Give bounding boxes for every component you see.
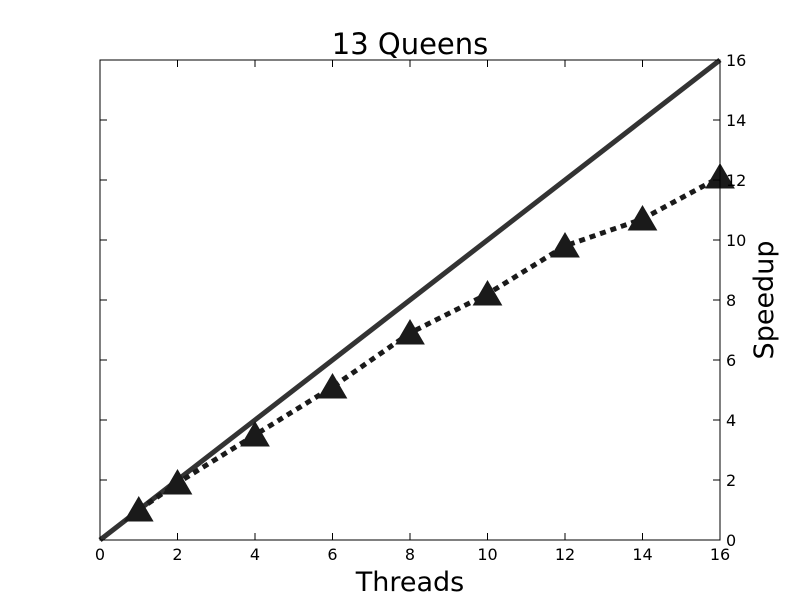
y-tick-label: 6: [726, 351, 736, 370]
y-tick-label: 8: [726, 291, 736, 310]
x-axis-ticks: 0 2 4 6 8 10 12 14 16: [95, 60, 730, 564]
data-point-marker: [317, 373, 348, 399]
x-tick-label: 6: [327, 545, 337, 564]
y-axis-ticks: 0 2 4 6 8 10 12 14 16: [100, 51, 746, 550]
y-tick-label: 4: [726, 411, 736, 430]
data-point-marker: [162, 469, 193, 495]
y-axis-label: Speedup: [749, 241, 780, 360]
y-tick-label: 16: [726, 51, 746, 70]
chart-title: 13 Queens: [332, 27, 489, 61]
y-tick-label: 0: [726, 531, 736, 550]
ideal-speedup-line: [98, 58, 722, 542]
x-tick-label: 12: [555, 545, 575, 564]
x-tick-label: 8: [405, 545, 415, 564]
data-point-marker: [123, 496, 154, 522]
y-tick-label: 14: [726, 111, 746, 130]
x-tick-label: 16: [710, 545, 730, 564]
plot-area: [98, 58, 735, 542]
x-axis-label: Threads: [355, 567, 464, 598]
x-tick-label: 4: [250, 545, 260, 564]
data-point-marker: [472, 280, 503, 306]
x-tick-label: 0: [95, 545, 105, 564]
y-tick-label: 2: [726, 471, 736, 490]
data-point-marker: [395, 319, 425, 345]
y-tick-label: 12: [726, 171, 746, 190]
x-tick-label: 10: [477, 545, 497, 564]
x-tick-label: 2: [172, 545, 182, 564]
y-tick-label: 10: [726, 231, 746, 250]
data-point-marker: [240, 421, 270, 447]
x-tick-label: 14: [632, 545, 652, 564]
data-point-marker: [550, 232, 580, 258]
data-point-marker: [627, 205, 658, 231]
